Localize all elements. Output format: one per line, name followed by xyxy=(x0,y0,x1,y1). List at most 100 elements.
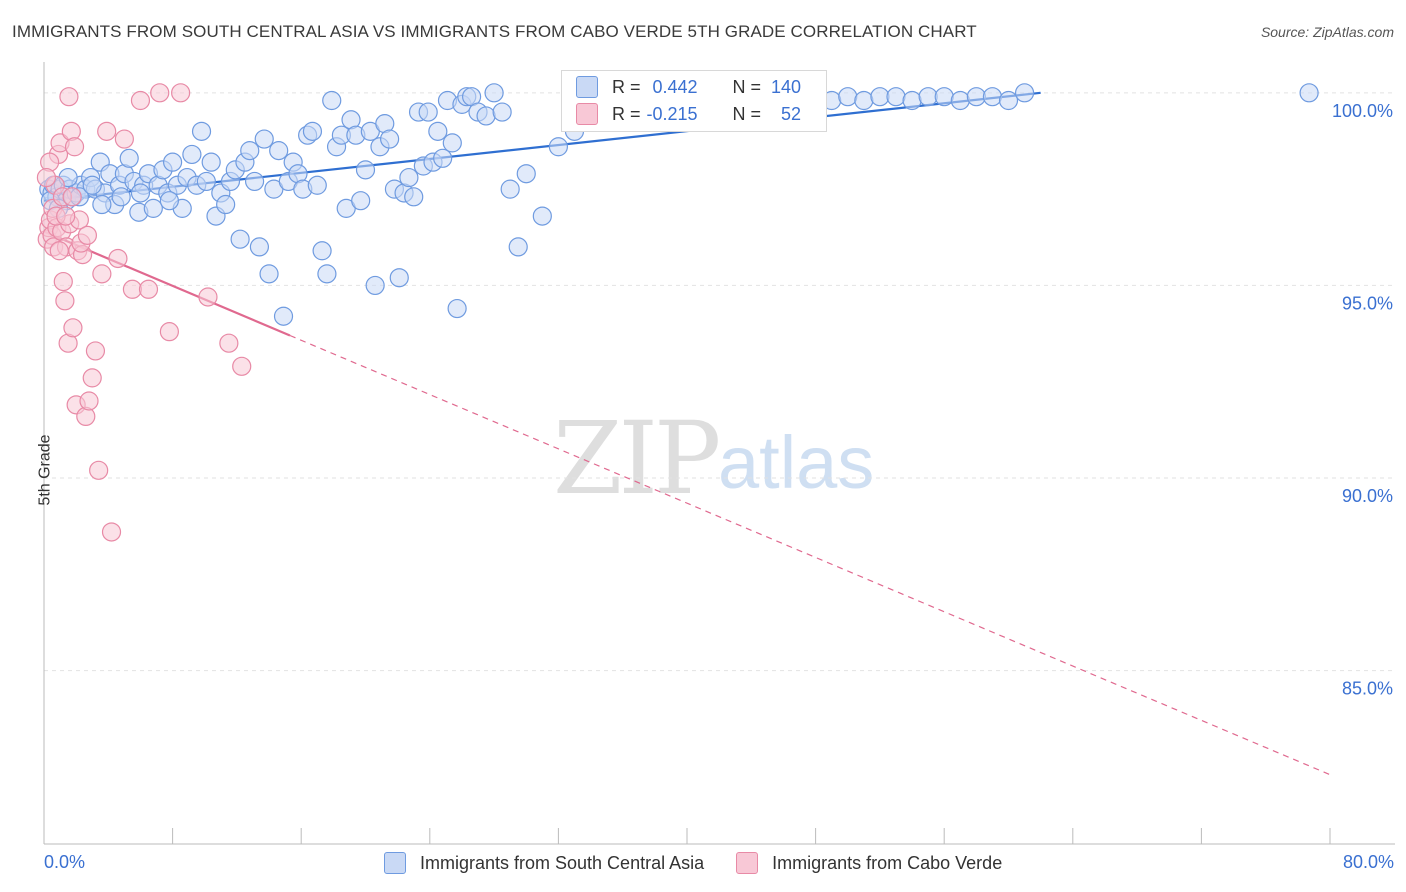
pink-r-value: -0.215 xyxy=(646,103,698,124)
point-south-central-asia xyxy=(428,121,448,141)
x-tick-label-min: 0.0% xyxy=(44,852,86,872)
point-south-central-asia xyxy=(216,194,236,215)
point-south-central-asia xyxy=(230,229,250,249)
point-cabo-verde xyxy=(56,206,76,226)
point-cabo-verde xyxy=(108,248,128,269)
series-legend: Immigrants from South Central Asia Immig… xyxy=(384,852,1034,874)
point-south-central-asia xyxy=(447,298,467,319)
point-south-central-asia xyxy=(302,121,323,141)
stats-legend: R = 0.442 N = 140 R = -0.215 N = 52 xyxy=(561,70,827,132)
y-tick-label: 85.0% xyxy=(1342,679,1393,699)
x-tick-label-max: 80.0% xyxy=(1342,852,1394,872)
point-cabo-verde xyxy=(53,271,73,292)
point-south-central-asia xyxy=(111,187,131,207)
point-south-central-asia xyxy=(196,171,216,192)
point-cabo-verde xyxy=(61,121,81,141)
point-south-central-asia xyxy=(476,106,496,126)
legend-label-cabo-verde: Immigrants from Cabo Verde xyxy=(772,852,1003,873)
point-south-central-asia xyxy=(934,87,954,107)
legend-item-cabo-verde[interactable]: Immigrants from Cabo Verde xyxy=(736,852,1002,874)
point-south-central-asia xyxy=(508,237,528,257)
n-label: N = xyxy=(732,103,762,124)
point-south-central-asia xyxy=(982,87,1003,107)
point-south-central-asia xyxy=(191,121,212,141)
point-south-central-asia xyxy=(1014,83,1035,103)
point-south-central-asia xyxy=(163,152,183,172)
point-cabo-verde xyxy=(122,279,143,299)
point-cabo-verde xyxy=(63,318,83,338)
point-cabo-verde xyxy=(82,368,102,388)
data-points xyxy=(36,83,1319,542)
point-south-central-asia xyxy=(159,191,179,211)
pink-n-value: 52 xyxy=(781,103,802,124)
point-south-central-asia xyxy=(548,137,569,157)
point-south-central-asia xyxy=(92,194,112,215)
n-label: N = xyxy=(732,76,762,97)
point-cabo-verde xyxy=(36,167,57,188)
point-cabo-verde xyxy=(55,291,75,311)
point-cabo-verde xyxy=(62,187,82,207)
point-south-central-asia xyxy=(492,102,512,122)
point-cabo-verde xyxy=(150,83,170,103)
point-south-central-asia xyxy=(244,171,265,192)
point-south-central-asia xyxy=(966,87,986,107)
legend-row-pink: R = -0.215 N = 52 xyxy=(576,103,801,125)
watermark-zip: ZIP xyxy=(553,400,721,517)
blue-r-value: 0.442 xyxy=(652,76,698,97)
y-tick-label: 90.0% xyxy=(1342,486,1393,506)
point-south-central-asia xyxy=(532,206,552,226)
point-south-central-asia xyxy=(322,90,342,111)
point-cabo-verde xyxy=(101,522,122,542)
point-south-central-asia xyxy=(317,264,337,284)
point-cabo-verde xyxy=(198,287,218,307)
point-cabo-verde xyxy=(79,391,99,411)
y-tick-label: 100.0% xyxy=(1332,101,1393,121)
point-cabo-verde xyxy=(76,406,96,427)
point-south-central-asia xyxy=(404,187,424,207)
chart-title: IMMIGRANTS FROM SOUTH CENTRAL ASIA VS IM… xyxy=(12,22,977,41)
point-south-central-asia xyxy=(273,306,294,326)
point-south-central-asia xyxy=(886,87,906,107)
point-cabo-verde xyxy=(49,241,69,261)
legend-item-south-central-asia[interactable]: Immigrants from South Central Asia xyxy=(384,852,704,874)
point-cabo-verde xyxy=(97,121,117,141)
trend-extension-cabo-verde xyxy=(289,334,1331,776)
point-cabo-verde xyxy=(232,356,252,376)
blue-swatch xyxy=(384,852,406,874)
pink-swatch xyxy=(736,852,759,874)
point-south-central-asia xyxy=(182,144,202,165)
point-south-central-asia xyxy=(442,133,462,153)
point-south-central-asia xyxy=(380,129,400,149)
point-south-central-asia xyxy=(389,268,409,288)
y-axis-label: 5th Grade xyxy=(36,434,54,506)
watermark-atlas: atlas xyxy=(718,421,875,504)
legend-label-south-central-asia: Immigrants from South Central Asia xyxy=(420,852,705,873)
point-cabo-verde xyxy=(59,87,79,107)
point-cabo-verde xyxy=(171,83,191,103)
point-south-central-asia xyxy=(838,87,858,107)
point-south-central-asia xyxy=(249,237,270,257)
point-cabo-verde xyxy=(159,322,179,342)
point-cabo-verde xyxy=(138,279,159,299)
y-tick-label: 95.0% xyxy=(1342,293,1393,313)
point-south-central-asia xyxy=(307,175,327,195)
point-cabo-verde xyxy=(130,90,151,111)
point-cabo-verde xyxy=(40,152,60,172)
point-south-central-asia xyxy=(516,164,536,184)
point-south-central-asia xyxy=(201,152,221,172)
r-label: R = xyxy=(612,103,641,124)
point-south-central-asia xyxy=(950,90,970,111)
point-south-central-asia xyxy=(240,141,260,161)
blue-swatch xyxy=(576,76,598,98)
point-cabo-verde xyxy=(114,129,134,149)
point-south-central-asia xyxy=(500,179,520,199)
point-south-central-asia xyxy=(82,175,102,195)
r-label: R = xyxy=(612,76,641,97)
y-tick-labels: 85.0% 90.0% 95.0% 100.0% xyxy=(1332,101,1393,699)
point-south-central-asia xyxy=(312,241,332,261)
point-south-central-asia xyxy=(902,90,922,111)
pink-swatch xyxy=(576,103,598,125)
trend-lines xyxy=(43,91,1331,776)
source-label: Source: ZipAtlas.com xyxy=(1260,24,1394,40)
point-south-central-asia xyxy=(1299,83,1319,103)
